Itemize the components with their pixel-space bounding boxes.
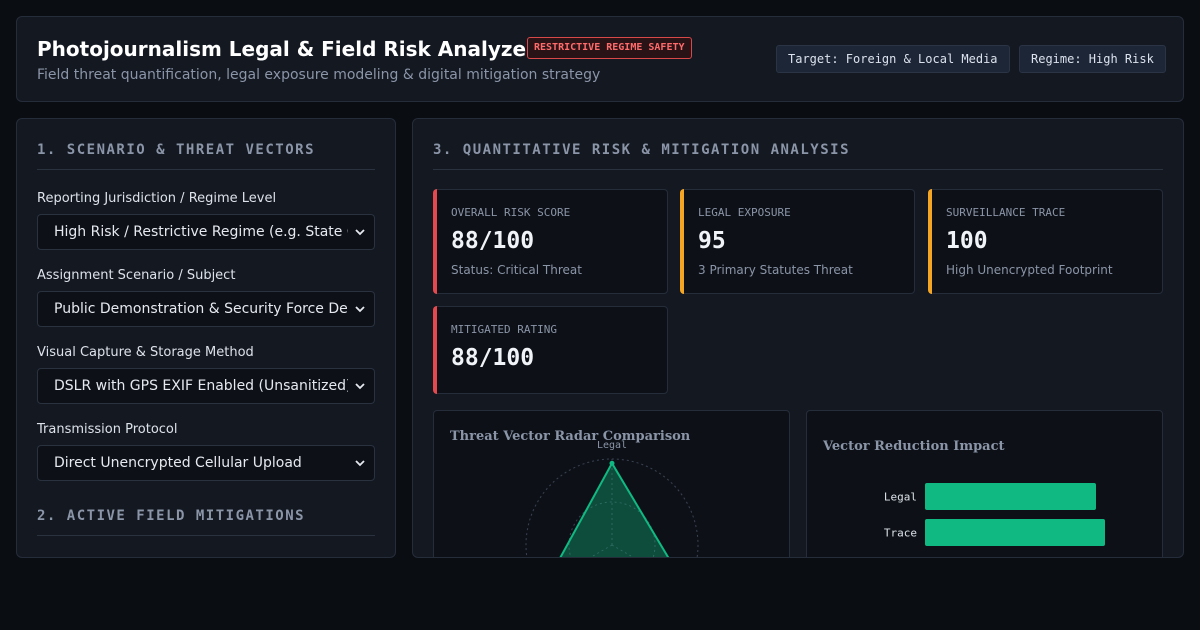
radar-axis-label-legal: Legal [597,440,627,451]
surveillance-trace-card: SURVEILLANCE TRACE 100 High Unencrypted … [928,189,1163,294]
regime-safety-badge: RESTRICTIVE REGIME SAFETY [527,37,692,59]
mitigated-rating-label: MITIGATED RATING [451,323,557,336]
app-title: Photojournalism Legal & Field Risk Analy… [37,37,536,61]
transmission-label: Transmission Protocol [37,422,178,437]
bar-legal [925,483,1096,510]
chevron-down-icon [355,383,365,390]
radar-chart-title: Threat Vector Radar Comparison [450,429,691,444]
capture-method-label: Visual Capture & Storage Method [37,345,254,360]
critical-accent [433,306,437,394]
jurisdiction-select[interactable]: High Risk / Restrictive Regime (e.g. Sta… [37,214,375,250]
section-divider [37,535,375,536]
section-divider [37,169,375,170]
analysis-panel: 3. QUANTITATIVE RISK & MITIGATION ANALYS… [412,118,1184,558]
scenario-panel: 1. SCENARIO & THREAT VECTORS Reporting J… [16,118,396,558]
surveillance-trace-note: High Unencrypted Footprint [946,263,1113,277]
overall-risk-status: Status: Critical Threat [451,263,582,277]
bar-chart-title: Vector Reduction Impact [823,439,1005,454]
legal-exposure-note: 3 Primary Statutes Threat [698,263,853,277]
mitigated-rating-value: 88/100 [451,345,535,371]
jurisdiction-select-value: High Risk / Restrictive Regime (e.g. Sta… [54,224,348,240]
scenario-label: Assignment Scenario / Subject [37,268,236,283]
capture-method-select-value: DSLR with GPS EXIF Enabled (Unsanitized) [54,378,348,394]
radar-grid-ring [568,501,656,557]
legal-exposure-value: 95 [698,228,726,254]
overall-risk-label: OVERALL RISK SCORE [451,206,571,219]
target-tag: Target: Foreign & Local Media [776,45,1010,73]
chevron-down-icon [355,229,365,236]
critical-accent [433,189,437,294]
bar-chart: Legal Trace [884,483,1105,546]
warning-accent [680,189,684,294]
radar-chart: LegalTraceAsset [525,440,699,557]
capture-method-select[interactable]: DSLR with GPS EXIF Enabled (Unsanitized) [37,368,375,404]
jurisdiction-label: Reporting Jurisdiction / Regime Level [37,191,277,206]
app-header: Photojournalism Legal & Field Risk Analy… [16,16,1184,102]
regime-tag: Regime: High Risk [1019,45,1166,73]
surveillance-trace-label: SURVEILLANCE TRACE [946,206,1066,219]
radar-series-0 [559,461,670,557]
mitigated-rating-card: MITIGATED RATING 88/100 [433,306,668,394]
section-divider [433,169,1163,170]
scenario-select[interactable]: Public Demonstration & Security Force De… [37,291,375,327]
surveillance-trace-value: 100 [946,228,988,254]
chevron-down-icon [355,306,365,313]
radar-point-legal [609,460,615,466]
legal-exposure-label: LEGAL EXPOSURE [698,206,791,219]
bar-label-trace: Trace [884,527,917,540]
mitigations-section-title: 2. ACTIVE FIELD MITIGATIONS [37,508,306,524]
bar-trace [925,519,1105,546]
bar-chart-card: Vector Reduction Impact Legal Trace [806,410,1163,557]
analysis-section-title: 3. QUANTITATIVE RISK & MITIGATION ANALYS… [433,142,851,158]
transmission-select-value: Direct Unencrypted Cellular Upload [54,455,302,471]
bar-label-legal: Legal [884,491,917,504]
radar-grid-ring [525,458,699,557]
radar-chart-card: Threat Vector Radar Comparison LegalTrac… [433,410,790,557]
legal-exposure-card: LEGAL EXPOSURE 95 3 Primary Statutes Thr… [680,189,915,294]
warning-accent [928,189,932,294]
overall-risk-card: OVERALL RISK SCORE 88/100 Status: Critic… [433,189,668,294]
transmission-select[interactable]: Direct Unencrypted Cellular Upload [37,445,375,481]
overall-risk-value: 88/100 [451,228,535,254]
scenario-select-value: Public Demonstration & Security Force De… [54,301,348,317]
scenario-section-title: 1. SCENARIO & THREAT VECTORS [37,142,316,158]
app-subtitle: Field threat quantification, legal expos… [37,67,601,83]
radar-grid [525,458,699,557]
chevron-down-icon [355,460,365,467]
